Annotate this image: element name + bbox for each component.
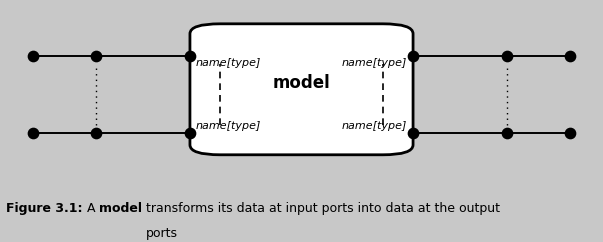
Point [28, 54, 38, 58]
Text: name[type]: name[type] [342, 58, 407, 68]
Point [185, 131, 195, 135]
FancyBboxPatch shape [190, 24, 413, 155]
Point [408, 54, 418, 58]
Text: name[type]: name[type] [342, 121, 407, 131]
Text: model: model [273, 74, 330, 92]
Point [92, 131, 101, 135]
Point [565, 54, 575, 58]
Text: A: A [83, 202, 99, 215]
Text: model: model [99, 202, 142, 215]
Point [28, 131, 38, 135]
Text: Figure 3.1:: Figure 3.1: [6, 202, 83, 215]
Point [185, 54, 195, 58]
Point [502, 131, 511, 135]
Text: ports: ports [146, 227, 178, 240]
Text: name[type]: name[type] [196, 58, 261, 68]
Text: name[type]: name[type] [196, 121, 261, 131]
Point [408, 131, 418, 135]
Point [565, 131, 575, 135]
Point [92, 54, 101, 58]
Point [502, 54, 511, 58]
Text: transforms its data at input ports into data at the output: transforms its data at input ports into … [142, 202, 500, 215]
